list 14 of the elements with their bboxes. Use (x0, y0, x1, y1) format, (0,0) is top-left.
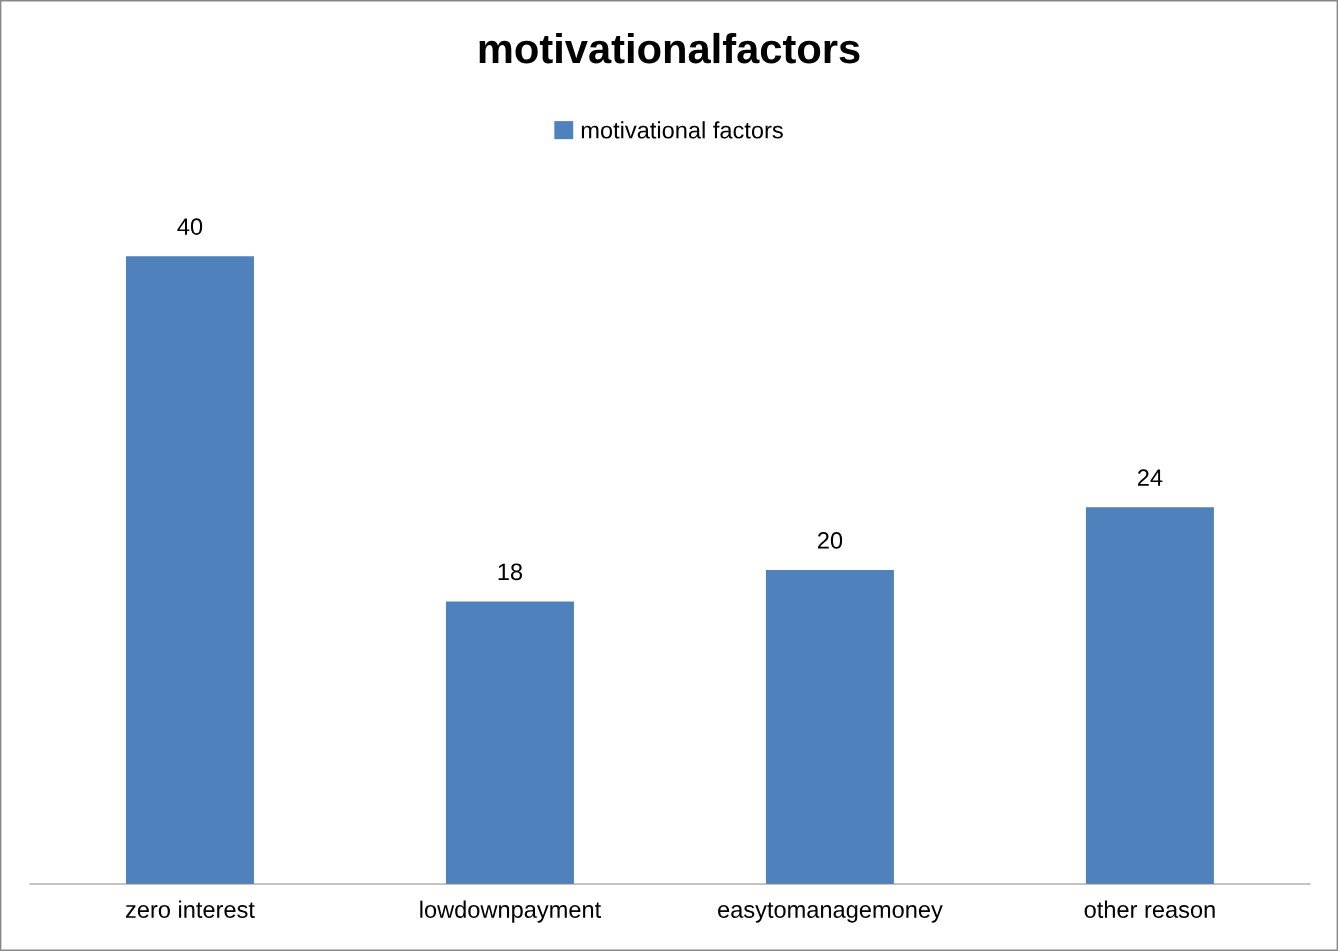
x-tick-label: zero interest (125, 900, 255, 918)
x-tick-label: other reason (1084, 900, 1215, 918)
bar (1085, 507, 1214, 884)
data-label: 20 (817, 532, 843, 549)
data-label: 18 (498, 563, 523, 581)
bar (445, 601, 574, 884)
bar (765, 570, 894, 884)
data-label: 24 (1137, 469, 1163, 486)
legend-label: motivational factors (581, 121, 783, 139)
x-tick-label: easytomanagemoney (718, 902, 943, 923)
bar (125, 256, 254, 884)
data-label: 40 (177, 218, 203, 235)
x-tick-label: lowdownpayment (420, 900, 601, 923)
chart-title: motivationalfactors (479, 32, 860, 64)
